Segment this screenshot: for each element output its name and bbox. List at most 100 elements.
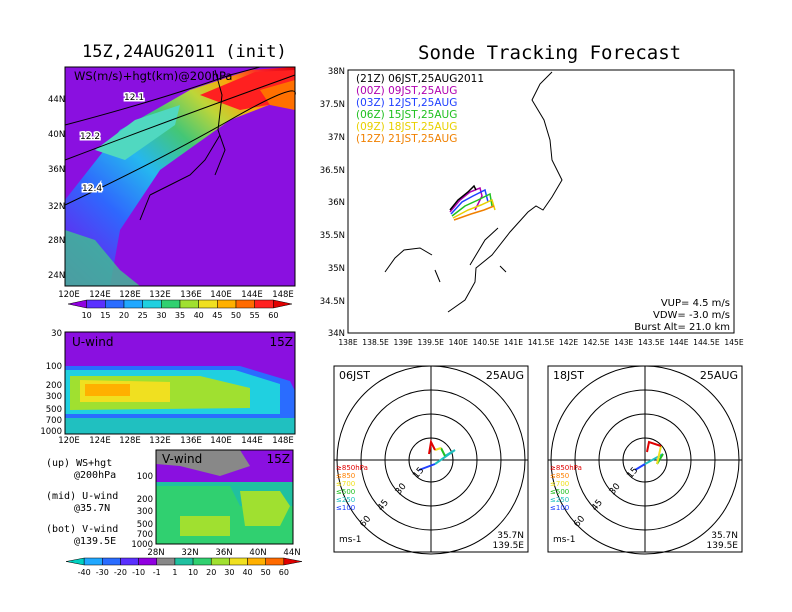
tick-label: 132E bbox=[149, 436, 171, 446]
colorbar-tick: 30 bbox=[224, 568, 234, 577]
track-legend-item: (09Z) 18JST,25AUG bbox=[356, 121, 457, 133]
colorbar-swatch bbox=[120, 557, 139, 566]
colorbar-swatch bbox=[247, 557, 266, 566]
map-lat-ticks: 44N 40N 36N 32N 28N 24N bbox=[48, 95, 65, 281]
tick-label: 139.5E bbox=[417, 338, 444, 347]
hodograph-time: 18JST bbox=[553, 369, 584, 382]
tick-label: 140.5E bbox=[473, 338, 500, 347]
tick-label: 120E bbox=[58, 290, 80, 300]
colorbar-tick: 45 bbox=[212, 311, 222, 320]
v-p-ticks: 100 200 300 500 700 1000 bbox=[131, 472, 153, 550]
hodograph-trace bbox=[428, 438, 436, 455]
hodograph-level: ≤100 bbox=[336, 504, 355, 512]
tick-label: 700 bbox=[46, 416, 62, 426]
forecast-title: Sonde Tracking Forecast bbox=[418, 42, 682, 64]
colorbar-swatch bbox=[229, 557, 248, 566]
u-lon-ticks: 120E 124E 128E 132E 136E 140E 144E 148E bbox=[58, 436, 294, 446]
track-09z bbox=[452, 198, 496, 219]
colorbar-swatch bbox=[138, 557, 158, 566]
bottom-colorbar: -40 -30 -20 -10 -1 1 10 20 30 40 50 60 bbox=[65, 557, 303, 577]
tick-label: 34.5N bbox=[320, 297, 345, 307]
u-label: U-wind bbox=[72, 335, 113, 349]
tick-label: 144.5E bbox=[693, 338, 720, 347]
colorbar-tick: -20 bbox=[114, 568, 127, 577]
colorbar-tick: 50 bbox=[231, 311, 241, 320]
hodograph-time: 06JST bbox=[339, 369, 370, 382]
tick-label: 36N bbox=[48, 165, 65, 175]
map-label: WS(m/s)+hgt(km)@200hPa bbox=[74, 69, 232, 83]
tick-label: 100 bbox=[137, 472, 153, 482]
colorbar-swatch bbox=[67, 299, 87, 309]
tick-label: 148E bbox=[272, 436, 294, 446]
u-wind-panel: U-wind 15Z 30 100 200 300 500 700 1000 1… bbox=[40, 329, 296, 446]
track-params: VUP= 4.5 m/s VDW= -3.0 m/s Burst Alt= 21… bbox=[634, 298, 730, 333]
v-wind-panel: V-wind 15Z 100 200 300 500 700 1000 28N … bbox=[131, 449, 301, 558]
colorbar-swatch bbox=[161, 299, 181, 309]
colorbar-tick: 10 bbox=[82, 311, 92, 320]
hodograph-level: ≤500 bbox=[550, 488, 569, 496]
tick-label: 40N bbox=[249, 548, 266, 558]
v-time: 15Z bbox=[267, 452, 291, 466]
colorbar-tick: 20 bbox=[206, 568, 216, 577]
colorbar-tick: 40 bbox=[194, 311, 204, 320]
hodograph-level: ≤250 bbox=[550, 496, 569, 504]
colorbar-swatch bbox=[105, 299, 125, 309]
v-label: V-wind bbox=[162, 452, 202, 466]
note-line: (bot) V-wind bbox=[46, 524, 119, 535]
colorbar-swatch bbox=[235, 299, 255, 309]
colorbar-swatch bbox=[198, 299, 218, 309]
note-line: (up) WS+hgt bbox=[46, 458, 113, 469]
tick-label: 44N bbox=[283, 548, 300, 558]
u-time: 15Z bbox=[270, 335, 294, 349]
sonde-tracks bbox=[449, 184, 496, 221]
hodograph-unit: ms-1 bbox=[553, 535, 575, 545]
colorbar-tick: -1 bbox=[153, 568, 161, 577]
colorbar-swatch bbox=[123, 299, 143, 309]
tick-label: 28N bbox=[48, 236, 65, 246]
track-21z bbox=[449, 184, 477, 211]
tick-label: 200 bbox=[46, 381, 62, 391]
tick-label: 37.5N bbox=[320, 100, 345, 110]
colorbar-swatch bbox=[179, 299, 199, 309]
colorbar-swatch bbox=[210, 557, 230, 566]
tick-label: 140E bbox=[210, 290, 232, 300]
tick-label: 138.5E bbox=[362, 338, 389, 347]
colorbar-tick: 35 bbox=[175, 311, 185, 320]
tick-label: 500 bbox=[137, 520, 153, 530]
hodograph-lon: 139.5E bbox=[707, 541, 739, 551]
tick-label: 124E bbox=[89, 290, 111, 300]
track-legend-item: (00Z) 09JST,25AUG bbox=[356, 85, 457, 97]
tick-label: 30 bbox=[51, 329, 62, 339]
tick-label: 300 bbox=[137, 507, 153, 517]
hodograph-level: ≤850 bbox=[550, 472, 569, 480]
track-legend-item: (12Z) 21JST,25AUG bbox=[356, 133, 457, 145]
tick-label: 144E bbox=[241, 436, 263, 446]
track-legend-item: (03Z) 12JST,25AUG bbox=[356, 97, 457, 109]
tick-label: 37N bbox=[328, 133, 345, 143]
colorbar-swatch bbox=[156, 557, 176, 566]
note-line: (mid) U-wind bbox=[46, 491, 119, 502]
ws-map: 12.1 12.2 12.4 WS(m/s)+hgt(km)@200hPa 44… bbox=[48, 66, 296, 320]
tick-label: 143.5E bbox=[638, 338, 665, 347]
colorbar-tick: 60 bbox=[279, 568, 289, 577]
tick-label: 136E bbox=[180, 290, 202, 300]
u-p-ticks: 30 100 200 300 500 700 1000 bbox=[40, 329, 62, 437]
hodograph-level: ≤100 bbox=[550, 504, 569, 512]
tick-label: 138E bbox=[338, 338, 357, 347]
track-06z bbox=[451, 192, 493, 217]
tick-label: 132E bbox=[149, 290, 171, 300]
tick-label: 32N bbox=[48, 202, 65, 212]
note-line: @139.5E bbox=[74, 536, 117, 547]
tick-label: 140E bbox=[210, 436, 232, 446]
tick-label: 36N bbox=[215, 548, 232, 558]
tick-label: 34N bbox=[328, 329, 345, 339]
hodograph-trace bbox=[418, 463, 436, 471]
tick-label: 40N bbox=[48, 130, 65, 140]
contour-label: 12.4 bbox=[82, 184, 102, 194]
tick-label: 120E bbox=[58, 436, 80, 446]
track-legend-item: (21Z) 06JST,25AUG2011 bbox=[356, 73, 484, 85]
hodograph-level: ≤850 bbox=[336, 472, 355, 480]
hodograph-date: 25AUG bbox=[700, 369, 738, 382]
tick-label: 100 bbox=[46, 362, 62, 372]
